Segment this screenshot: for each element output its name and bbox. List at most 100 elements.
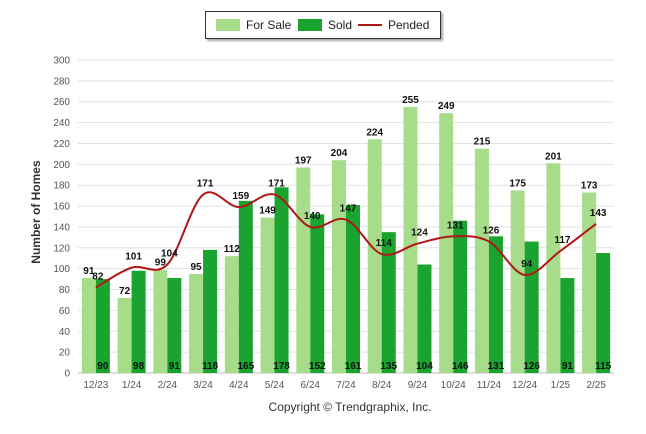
x-tick-label: 10/24 xyxy=(441,380,466,391)
for-sale-value-label: 197 xyxy=(295,155,312,166)
x-tick-label: 1/25 xyxy=(551,380,571,391)
x-tick-label: 1/24 xyxy=(122,380,142,391)
y-tick-label: 240 xyxy=(53,118,70,129)
pended-value-label: 143 xyxy=(590,208,607,219)
pended-value-label: 171 xyxy=(197,179,214,190)
pended-value-label: 117 xyxy=(554,235,571,246)
for-sale-value-label: 112 xyxy=(224,244,241,255)
x-tick-labels: 12/23 1/24 2/24 3/24 4/24 5/24 6/24 7/24 8/24 9/2… xyxy=(83,380,606,391)
pended-swatch xyxy=(358,24,382,26)
sold-bar xyxy=(95,279,110,373)
for-sale-bar xyxy=(510,190,525,373)
y-tick-labels: 0 20 40 60 80 100 120 140 160 180 200 220 240 260 280 3… xyxy=(53,56,70,380)
for-sale-value-label: 204 xyxy=(331,148,348,159)
x-tick-label: 12/23 xyxy=(83,380,108,391)
for-sale-swatch xyxy=(216,19,240,31)
pended-value-label: 94 xyxy=(521,259,533,270)
sold-value-label: 178 xyxy=(273,361,290,372)
sold-bar xyxy=(453,220,468,373)
sold-bar xyxy=(417,264,432,373)
legend-label-sold: Sold xyxy=(328,18,353,32)
sold-bar xyxy=(167,278,182,373)
pended-value-label: 101 xyxy=(125,252,142,263)
pended-value-label: 131 xyxy=(447,220,464,231)
y-tick-label: 300 xyxy=(53,56,70,67)
sold-value-label: 90 xyxy=(97,361,109,372)
legend-label-for-sale: For Sale xyxy=(246,18,292,32)
x-tick-label: 8/24 xyxy=(372,380,392,391)
y-tick-label: 40 xyxy=(59,327,71,338)
legend-item-sold[interactable]: Sold xyxy=(298,12,352,38)
legend-item-for-sale[interactable]: For Sale xyxy=(216,12,291,38)
for-sale-bar xyxy=(224,256,239,373)
sold-bar xyxy=(274,187,289,373)
for-sale-value-label: 175 xyxy=(509,178,526,189)
legend-item-pended[interactable]: Pended xyxy=(358,12,429,38)
for-sale-bar xyxy=(296,167,311,373)
sold-value-label: 135 xyxy=(380,361,397,372)
sold-bar xyxy=(596,253,611,373)
legend-label-pended: Pended xyxy=(388,18,430,32)
copyright-text: Copyright © Trendgraphix, Inc. xyxy=(268,400,432,414)
pended-value-label: 104 xyxy=(161,248,178,259)
for-sale-bar xyxy=(582,192,597,373)
y-tick-label: 100 xyxy=(53,264,70,275)
x-tick-label: 9/24 xyxy=(408,380,428,391)
y-tick-label: 280 xyxy=(53,76,70,87)
for-sale-value-label: 72 xyxy=(119,286,131,297)
pended-value-label: 114 xyxy=(376,238,393,249)
y-tick-label: 180 xyxy=(53,181,70,192)
for-sale-bar xyxy=(117,297,132,373)
sold-value-label: 98 xyxy=(133,361,145,372)
sold-value-label: 126 xyxy=(523,361,540,372)
x-tick-label: 2/25 xyxy=(586,380,606,391)
sold-bar xyxy=(131,270,146,373)
y-tick-label: 20 xyxy=(59,348,71,359)
y-tick-label: 60 xyxy=(59,306,71,317)
legend: For Sale Sold Pended xyxy=(205,11,441,39)
sold-bar xyxy=(560,278,575,373)
for-sale-value-label: 173 xyxy=(581,181,598,192)
x-tick-label: 5/24 xyxy=(265,380,285,391)
bars xyxy=(81,106,611,374)
sold-value-label: 165 xyxy=(237,361,254,372)
sold-value-label: 115 xyxy=(595,361,612,372)
sold-swatch xyxy=(298,19,322,31)
sold-value-label: 104 xyxy=(416,361,433,372)
sold-bar xyxy=(346,205,360,373)
sold-value-label: 91 xyxy=(169,361,181,372)
y-tick-label: 220 xyxy=(53,139,70,150)
x-tick-label: 11/24 xyxy=(477,380,502,391)
y-tick-label: 140 xyxy=(53,222,70,233)
for-sale-bar xyxy=(153,269,168,373)
x-tick-label: 2/24 xyxy=(158,380,178,391)
y-tick-label: 120 xyxy=(53,243,70,254)
x-tick-label: 3/24 xyxy=(193,380,213,391)
pended-value-label: 171 xyxy=(268,179,285,190)
y-tick-label: 160 xyxy=(53,202,70,213)
for-sale-value-label: 224 xyxy=(366,127,383,138)
y-tick-label: 200 xyxy=(53,160,70,171)
pended-value-label: 82 xyxy=(92,271,104,282)
for-sale-bar xyxy=(474,148,489,373)
y-tick-label: 260 xyxy=(53,97,70,108)
for-sale-bar xyxy=(189,273,204,373)
y-tick-label: 0 xyxy=(64,369,70,380)
x-tick-label: 6/24 xyxy=(301,380,321,391)
for-sale-bar xyxy=(367,139,382,373)
sold-value-label: 146 xyxy=(452,361,469,372)
for-sale-value-label: 215 xyxy=(474,137,491,148)
sold-value-label: 152 xyxy=(309,361,326,372)
for-sale-bar xyxy=(403,106,418,373)
x-tick-label: 4/24 xyxy=(229,380,249,391)
sold-value-label: 91 xyxy=(562,361,574,372)
for-sale-value-label: 249 xyxy=(438,101,455,112)
for-sale-value-label: 201 xyxy=(545,151,562,162)
for-sale-value-label: 91 xyxy=(83,266,95,277)
pended-line-layer xyxy=(95,191,597,289)
pended-value-label: 147 xyxy=(340,204,357,215)
sold-bar xyxy=(238,200,253,373)
for-sale-bar xyxy=(332,160,346,373)
y-tick-label: 80 xyxy=(59,285,71,296)
